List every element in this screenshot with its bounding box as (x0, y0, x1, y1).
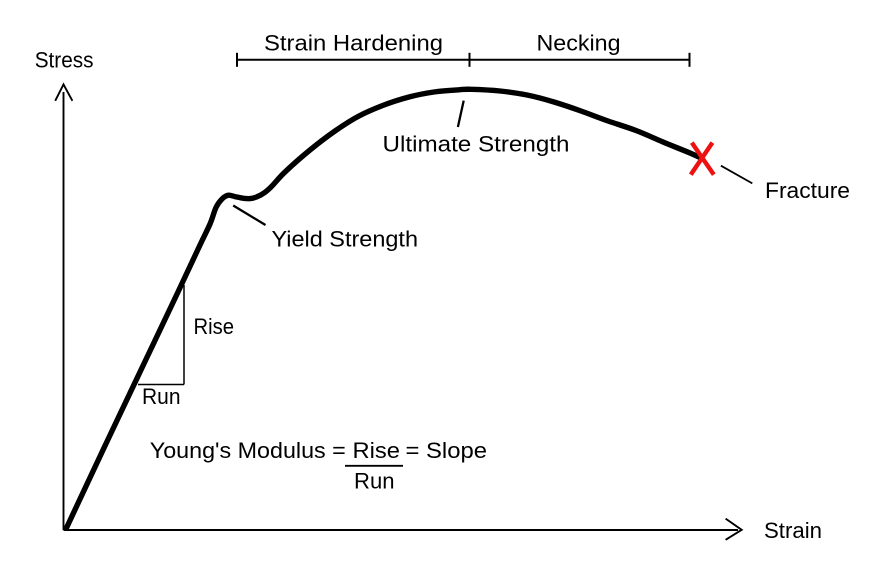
svg-text:Fracture: Fracture (765, 178, 850, 203)
svg-text:Run: Run (354, 468, 395, 493)
svg-text:Young's Modulus =: Young's Modulus = (150, 438, 346, 463)
svg-text:Necking: Necking (537, 30, 621, 55)
svg-text:Run: Run (142, 384, 181, 409)
svg-text:Yield Strength: Yield Strength (272, 227, 419, 252)
svg-text:Rise: Rise (194, 314, 235, 339)
svg-text:Ultimate Strength: Ultimate Strength (383, 132, 570, 157)
svg-text:Strain: Strain (764, 518, 822, 543)
svg-text:Rise: Rise (353, 438, 401, 463)
svg-text:= Slope: = Slope (406, 438, 488, 463)
svg-text:Stress: Stress (35, 47, 94, 72)
svg-text:Strain Hardening: Strain Hardening (264, 30, 443, 55)
